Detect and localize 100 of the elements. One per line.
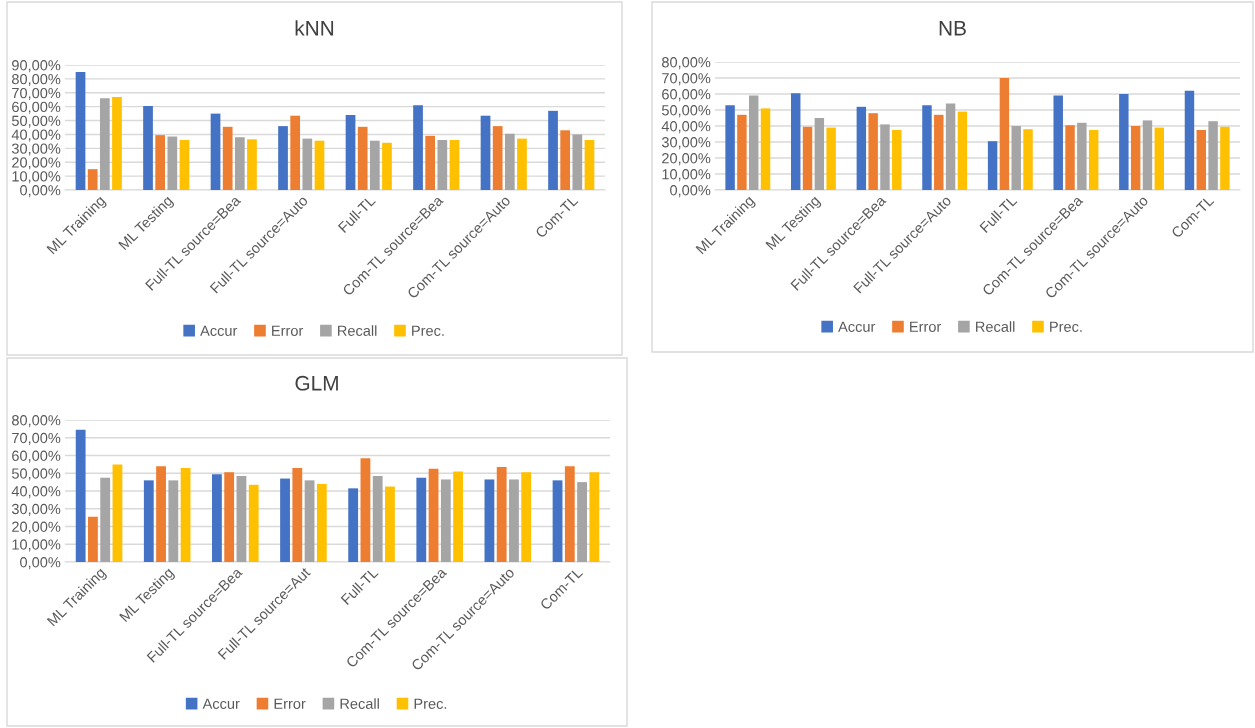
bar [521,472,532,562]
bar [143,105,153,190]
legend-label: Recall [340,698,379,709]
y-tick-label: 40,00% [11,129,61,142]
y-tick-label: 80,00% [12,73,61,87]
bar [1011,126,1021,190]
y-tick-label: 80,00% [662,57,711,70]
legend-label: Accur [202,698,240,709]
bar [345,115,356,190]
bar [892,130,902,190]
bar [1130,126,1141,190]
legend-label: Accur [838,321,876,332]
bar [1077,122,1087,190]
bar [99,98,110,190]
bar [385,486,395,562]
y-tick-label: 0,00% [670,185,711,198]
y-tick-label: 50,00% [11,115,61,128]
bar [314,140,325,190]
bar [760,108,771,190]
y-tick-label: 20,00% [662,153,711,166]
bar [290,115,301,190]
bar [168,480,179,562]
bar [248,484,259,562]
bar [304,480,315,562]
y-tick-label: 30,00% [11,503,61,516]
y-tick-label: 40,00% [11,486,61,499]
bar [548,110,558,190]
chart-title: GLM [295,375,338,391]
bar [987,141,998,190]
bar [234,137,245,190]
bar [999,78,1010,190]
y-tick-label: 10,00% [12,539,61,552]
bar [440,479,451,562]
bar [496,467,507,562]
legend-label: Error [272,325,304,336]
bar [302,138,313,190]
bar [814,118,825,190]
bar [856,106,867,190]
bar [212,474,222,562]
y-tick-label: 60,00% [662,89,711,102]
bar [802,126,813,190]
bar [155,135,166,190]
bar [564,466,575,562]
bar [922,105,932,190]
bar [560,130,571,190]
legend-label: Recall [976,321,1015,332]
bar [1065,125,1075,190]
y-tick-label: 50,00% [661,105,711,118]
bar [484,479,495,562]
bar [437,140,448,190]
bar [1154,127,1165,190]
bar [382,142,392,190]
legend-label: Recall [338,325,377,336]
y-tick-label: 60,00% [12,101,61,114]
y-tick-label: 30,00% [11,143,61,156]
bar [584,140,595,190]
bar [280,478,290,562]
legend-label: Prec. [414,698,447,709]
bar [1220,126,1230,190]
bar [572,134,583,190]
bar [222,126,233,190]
bar [957,111,968,190]
legend-label: Accur [200,325,238,336]
y-tick-label: 70,00% [662,73,711,86]
bar [1119,94,1129,190]
bar [1208,121,1218,190]
y-tick-label: 0,00% [20,557,61,570]
bar [224,472,235,562]
legend-label: Prec. [1050,321,1082,332]
bar [425,135,436,190]
bar [492,126,503,190]
bar [357,126,368,190]
bar [416,477,427,562]
bar [1053,95,1063,190]
bar [112,464,123,562]
bar [316,483,327,562]
bar [143,480,154,562]
y-tick-label: 0,00% [20,185,61,198]
bar [589,472,600,562]
bar [75,429,86,562]
y-tick-label: 70,00% [12,432,61,445]
bar [236,475,247,562]
bar [1088,130,1099,190]
bar [87,169,98,190]
bar [167,136,178,190]
y-tick-label: 80,00% [12,415,61,428]
bar [1196,130,1207,190]
bar [369,140,380,190]
chart-title: kNN [295,20,334,36]
bar [179,140,190,190]
bar [1142,120,1153,190]
y-tick-label: 50,00% [11,468,61,481]
y-tick-label: 90,00% [12,60,61,73]
bar [100,477,111,562]
y-tick-label: 10,00% [12,171,61,184]
bar [552,480,563,562]
legend-label: Prec. [412,325,444,336]
bar [112,96,122,190]
y-tick-label: 20,00% [12,157,61,170]
bar [868,113,878,190]
